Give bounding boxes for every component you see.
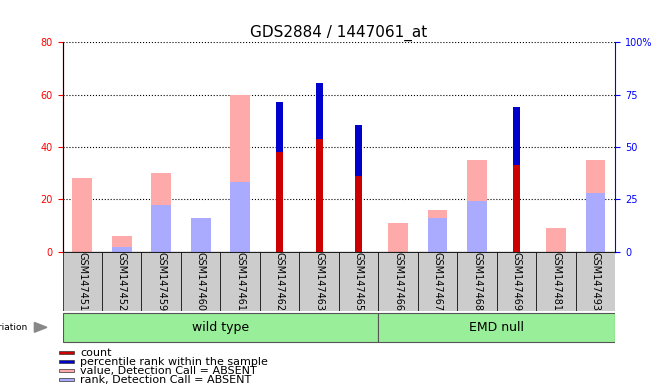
Bar (59, 369, 74, 372)
Text: GSM147465: GSM147465 (353, 252, 364, 311)
Bar (546, 228, 566, 252)
Bar (260, 252, 299, 311)
Bar (467, 160, 487, 252)
Text: value, Detection Call = ABSENT: value, Detection Call = ABSENT (80, 366, 257, 376)
Bar (513, 107, 520, 165)
Bar (59, 378, 74, 381)
Text: GSM147467: GSM147467 (432, 252, 443, 311)
Bar (191, 218, 211, 252)
Bar (141, 252, 181, 311)
Bar (418, 252, 457, 311)
Bar (339, 252, 378, 311)
Title: GDS2884 / 1447061_at: GDS2884 / 1447061_at (250, 25, 428, 41)
Bar (536, 252, 576, 311)
Text: GSM147493: GSM147493 (590, 252, 601, 311)
Text: rank, Detection Call = ABSENT: rank, Detection Call = ABSENT (80, 374, 251, 384)
Text: EMD null: EMD null (469, 321, 524, 334)
Bar (59, 361, 74, 363)
Bar (428, 218, 447, 252)
Bar (230, 94, 250, 252)
Bar (299, 252, 339, 311)
Text: GSM147452: GSM147452 (116, 252, 127, 311)
Bar (378, 252, 418, 311)
Polygon shape (34, 323, 47, 332)
Text: wild type: wild type (192, 321, 249, 334)
Bar (576, 252, 615, 311)
Bar (355, 175, 362, 252)
Bar (63, 313, 378, 342)
Bar (513, 165, 520, 252)
Bar (220, 252, 260, 311)
Bar (586, 193, 605, 252)
Bar (112, 247, 132, 252)
Text: count: count (80, 348, 111, 358)
Bar (378, 313, 615, 342)
Bar (316, 139, 322, 252)
Text: GSM147469: GSM147469 (511, 252, 522, 311)
Bar (276, 152, 283, 252)
Bar (497, 252, 536, 311)
Text: GSM147451: GSM147451 (77, 252, 88, 311)
Bar (428, 210, 447, 252)
Text: GSM147468: GSM147468 (472, 252, 482, 311)
Text: GSM147481: GSM147481 (551, 252, 561, 311)
Text: genotype/variation: genotype/variation (0, 323, 28, 332)
Bar (72, 178, 92, 252)
Bar (355, 126, 362, 175)
Text: GSM147463: GSM147463 (314, 252, 324, 311)
Bar (112, 236, 132, 252)
Bar (276, 102, 283, 152)
Bar (151, 173, 171, 252)
Bar (151, 205, 171, 252)
Bar (457, 252, 497, 311)
Bar (316, 83, 322, 139)
Text: percentile rank within the sample: percentile rank within the sample (80, 357, 268, 367)
Bar (63, 252, 102, 311)
Bar (467, 201, 487, 252)
Bar (181, 252, 220, 311)
Bar (388, 223, 408, 252)
Bar (586, 160, 605, 252)
Bar (59, 351, 74, 354)
Text: GSM147461: GSM147461 (235, 252, 245, 311)
Bar (102, 252, 141, 311)
Text: GSM147466: GSM147466 (393, 252, 403, 311)
Bar (230, 182, 250, 252)
Text: GSM147460: GSM147460 (195, 252, 206, 311)
Text: GSM147462: GSM147462 (274, 252, 285, 311)
Text: GSM147459: GSM147459 (156, 252, 166, 311)
